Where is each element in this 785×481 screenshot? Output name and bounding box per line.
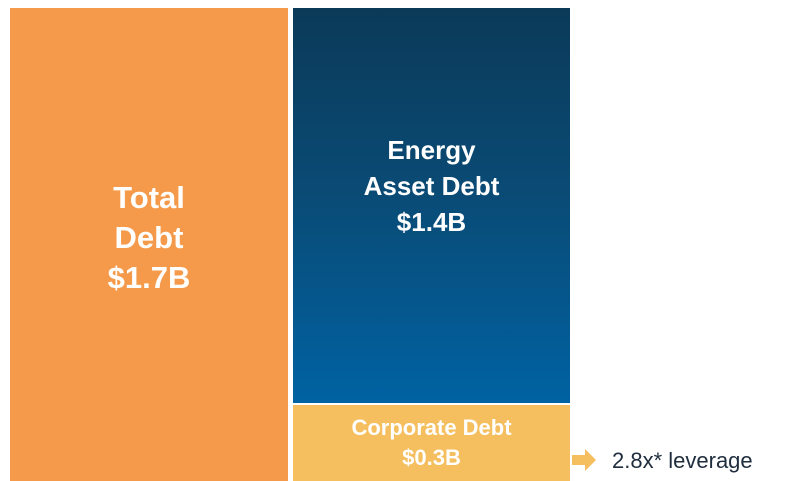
arrow-shape (572, 449, 596, 471)
arrow (572, 449, 596, 471)
label-line: Debt (114, 219, 184, 255)
value-line: $1.4B (396, 206, 467, 237)
value-line: $1.7B (107, 259, 191, 295)
corporate-debt-block: Corporate Debt $0.3B (293, 405, 570, 481)
label-line: Asset Debt (363, 170, 500, 201)
total-debt-block: Total Debt $1.7B (10, 8, 288, 481)
leverage-note: 2.8x* leverage (612, 448, 753, 473)
value-line: $0.3B (402, 445, 461, 470)
energy-debt-block: Energy Asset Debt $1.4B (293, 8, 570, 403)
label-line: Corporate Debt (351, 415, 512, 440)
label-line: Total (113, 179, 185, 215)
label-line: Energy (387, 134, 476, 165)
